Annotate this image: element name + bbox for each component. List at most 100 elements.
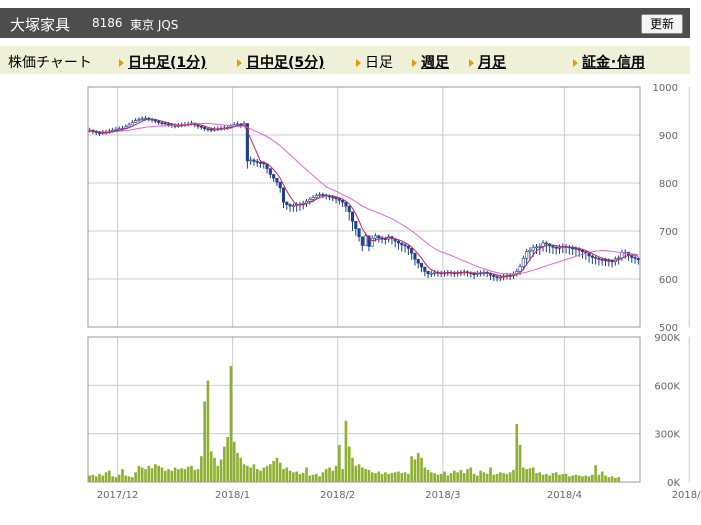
- candle-body: [318, 194, 322, 196]
- volume-bar: [246, 465, 249, 482]
- candle-body: [594, 257, 598, 259]
- volume-bar: [393, 472, 397, 482]
- volume-bar: [403, 472, 407, 482]
- price-tick-label: 600: [659, 275, 678, 286]
- candle-body: [262, 162, 266, 165]
- stock-chart: 500 600 700 800 900 1000 0K 300K 600K 900K 2017/12…: [87, 83, 701, 501]
- candle-body: [383, 238, 387, 240]
- volume-bar: [147, 465, 151, 482]
- volume-bar: [545, 473, 548, 482]
- volume-bar: [351, 457, 354, 482]
- volume-bar: [407, 473, 410, 482]
- candle-body: [101, 132, 105, 134]
- volume-bar: [324, 469, 328, 482]
- volume-bar: [466, 469, 469, 482]
- volume-bar: [242, 464, 246, 482]
- price-tick-label: 800: [659, 179, 678, 190]
- volume-bar: [433, 473, 436, 482]
- volume-bar: [104, 472, 108, 482]
- volume-bar: [390, 473, 394, 482]
- candle-body: [416, 259, 420, 264]
- volume-tick-label: 900K: [654, 333, 680, 344]
- volume-bar: [288, 470, 292, 482]
- candle-body: [311, 197, 315, 200]
- volume-bar: [137, 465, 141, 482]
- candle-body: [377, 235, 381, 239]
- tab-intraday-5min[interactable]: 日中足(5分): [246, 55, 325, 71]
- candle-body: [203, 127, 207, 130]
- volume-bar: [607, 477, 611, 482]
- refresh-button[interactable]: 更新: [641, 14, 683, 34]
- volume-bar: [170, 470, 174, 482]
- volume-bar: [282, 469, 285, 482]
- candle-body: [633, 257, 637, 259]
- chart-tab-bar: 株価チャート 日中足(1分) 日中足(5分) 日足 週足 月足 証金･信用: [0, 46, 690, 74]
- volume-bar: [196, 469, 200, 482]
- candle-body: [571, 247, 575, 250]
- volume-bar: [604, 475, 607, 482]
- candle-body: [166, 123, 171, 126]
- volume-bar: [518, 444, 522, 482]
- price-tick-label: 500: [659, 323, 678, 334]
- volume-bar: [305, 467, 308, 482]
- volume-bar: [209, 451, 213, 482]
- candlesticks: [88, 115, 640, 282]
- date-tick-label: 2018/3: [425, 490, 460, 501]
- candle-body: [498, 276, 502, 279]
- volume-bar: [577, 475, 581, 482]
- candle-body: [114, 128, 118, 131]
- candle-body: [258, 162, 263, 164]
- volume-bar: [453, 470, 456, 482]
- volume-bar: [98, 473, 101, 482]
- candle-body: [301, 202, 305, 205]
- candle-body: [140, 118, 144, 120]
- candle-body: [580, 249, 585, 252]
- stock-code: 8186: [92, 16, 123, 30]
- candle-body: [137, 119, 141, 121]
- candle-body: [495, 276, 499, 278]
- candle-body: [403, 244, 407, 247]
- candle-body: [111, 129, 115, 132]
- volume-bar: [522, 467, 525, 482]
- volume-bar: [232, 441, 236, 482]
- volume-bar: [456, 472, 459, 482]
- volume-bar: [561, 473, 565, 482]
- volume-grid: [88, 336, 690, 483]
- volume-bar: [430, 472, 433, 482]
- volume-bar: [535, 473, 538, 482]
- candle-body: [337, 198, 341, 201]
- volume-bar: [216, 465, 220, 482]
- volume-bar: [554, 472, 558, 482]
- candle-body: [492, 274, 496, 277]
- candle-body: [538, 246, 542, 248]
- tab-weekly[interactable]: 週足: [421, 55, 449, 71]
- candle-body: [423, 266, 427, 272]
- candle-body: [410, 247, 414, 254]
- tab-monthly[interactable]: 月足: [478, 55, 506, 71]
- volume-bar: [476, 475, 479, 482]
- volume-bar: [341, 469, 344, 482]
- volume-bar: [173, 467, 177, 482]
- volume-bar: [492, 474, 496, 482]
- volume-bar: [328, 467, 331, 482]
- candle-body: [347, 205, 351, 213]
- candle-body: [357, 228, 361, 238]
- candle-body: [360, 236, 364, 246]
- volume-bar: [203, 401, 206, 482]
- tab-margin-credit[interactable]: 証金･信用: [582, 55, 645, 71]
- candle-body: [610, 260, 614, 263]
- candle-body: [554, 247, 558, 249]
- candle-body: [341, 199, 345, 203]
- market-name: 東京 JQS: [130, 18, 179, 32]
- volume-bar: [124, 475, 128, 482]
- candle-body: [206, 128, 210, 131]
- volume-bar: [180, 468, 183, 482]
- arrow-icon: [412, 59, 417, 67]
- volume-bar: [423, 467, 427, 482]
- volume-bar: [285, 467, 289, 482]
- volume-bar: [610, 476, 614, 482]
- tab-intraday-1min[interactable]: 日中足(1分): [128, 55, 207, 71]
- volume-bar: [370, 472, 374, 482]
- date-tick-label: 2018/1: [215, 490, 250, 501]
- volume-bar: [439, 473, 443, 482]
